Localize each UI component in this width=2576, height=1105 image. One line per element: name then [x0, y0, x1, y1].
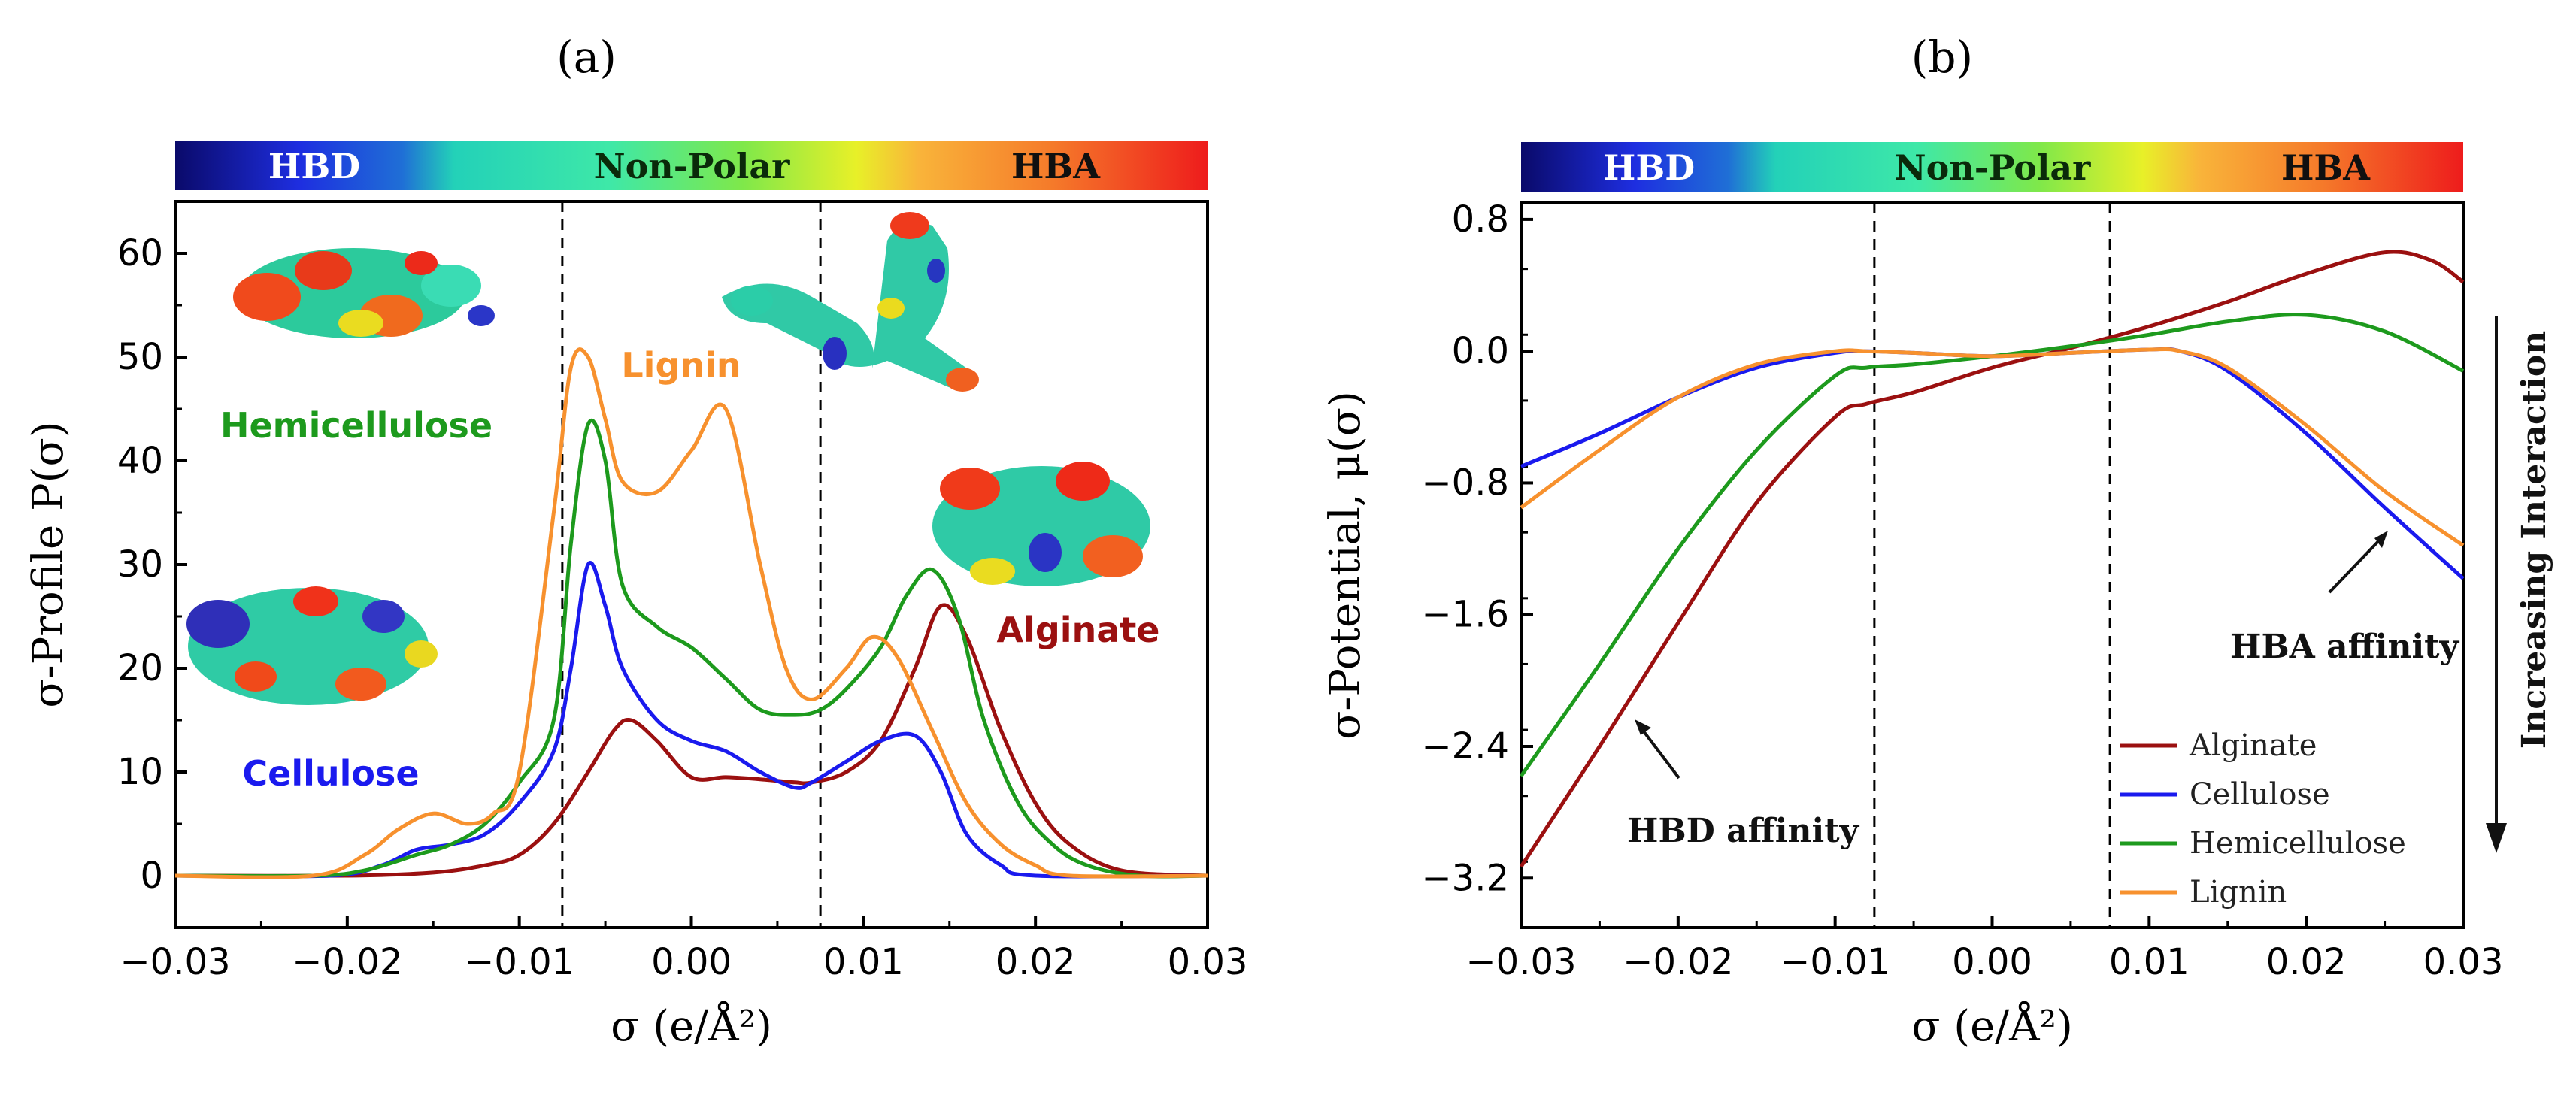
panel-b-colorbar-hba: HBA: [2281, 147, 2371, 188]
y-tick-label: 0.8: [1452, 198, 1509, 241]
y-tick-label: 10: [117, 751, 163, 793]
legend-label-alginate: Alginate: [2189, 728, 2317, 763]
lignin-label: Lignin: [621, 345, 741, 386]
y-tick-label: 50: [117, 336, 163, 378]
x-tick-label: −0.03: [120, 941, 230, 983]
panel-a-colorbar-hbd: HBD: [268, 146, 360, 186]
alginate-molecule-image: [932, 462, 1150, 586]
hba-affinity-arrow: [2328, 536, 2384, 594]
y-axis-title: σ-Profile P(σ): [24, 421, 73, 707]
panel-a: (a) HBD Non-Polar HBA −0.03 −0.02 −0.01 0.0…: [24, 32, 1247, 1051]
x-tick-label: 0.01: [823, 941, 904, 983]
x-tick-label: 0.03: [1168, 941, 1248, 983]
panel-b: (b) HBD Non-Polar HBA −0.03 −0.02 −0.01 0.0…: [1321, 32, 2553, 1051]
cellulose-molecule-image: [186, 586, 438, 705]
panel-a-letter: (a): [556, 32, 617, 83]
panel-b-legend: Alginate Cellulose Hemicellulose Lignin: [2120, 728, 2406, 910]
legend-label-lignin: Lignin: [2190, 875, 2287, 910]
series-line-alginate: [174, 603, 1208, 878]
x-tick-label: 0.00: [651, 941, 732, 983]
hbd-affinity-arrowhead: [1635, 719, 1651, 735]
series-line-hemicellulose: [1519, 313, 2465, 777]
x-tick-label: −0.03: [1465, 941, 1576, 983]
x-axis-title: σ (e/Å²): [611, 1001, 772, 1051]
y-tick-label: −2.4: [1421, 725, 1509, 767]
series-line-hemicellulose: [174, 418, 1208, 879]
x-tick-label: 0.01: [2109, 941, 2190, 983]
y-tick-label: −0.8: [1421, 462, 1509, 504]
y-tick-label: 0.0: [1452, 330, 1509, 372]
y-tick-label: 0: [140, 855, 163, 897]
series-line-cellulose: [1520, 347, 2465, 580]
panel-b-colorbar: [1521, 142, 2463, 192]
x-tick-label: 0.02: [2266, 941, 2347, 983]
hemicellulose-molecule-image: [233, 248, 495, 338]
hba-affinity-arrowhead: [2374, 531, 2388, 548]
y-tick-label: 20: [117, 647, 163, 689]
x-tick-label: −0.01: [464, 941, 574, 983]
x-tick-label: 0.03: [2423, 941, 2504, 983]
x-tick-label: −0.01: [1780, 941, 1890, 983]
series-line-alginate: [1519, 250, 2465, 868]
legend-label-hemicellulose: Hemicellulose: [2190, 826, 2406, 861]
x-tick-label: −0.02: [292, 941, 402, 983]
lignin-molecule-image: [722, 212, 979, 392]
y-tick-label: 40: [117, 440, 163, 482]
series-line-lignin: [1520, 347, 2465, 547]
x-axis-title: σ (e/Å²): [1911, 1001, 2073, 1051]
hba-affinity-label: HBA affinity: [2230, 628, 2460, 666]
y-tick-label: −3.2: [1421, 857, 1509, 899]
x-tick-label: 0.02: [996, 941, 1076, 983]
increasing-interaction-label: Increasing Interaction: [2515, 331, 2553, 749]
hemicellulose-label: Hemicellulose: [220, 405, 492, 446]
cellulose-label: Cellulose: [242, 753, 419, 794]
hbd-affinity-arrow: [1638, 724, 1680, 780]
panel-a-axes: −0.03 −0.02 −0.01 0.00 0.01 0.02 0.03 0 10 20 30 40…: [24, 200, 1248, 1051]
y-tick-label: 30: [117, 543, 163, 586]
panel-b-colorbar-nonpolar: Non-Polar: [1895, 147, 2092, 188]
alginate-label: Alginate: [996, 610, 1159, 650]
x-tick-label: 0.00: [1952, 941, 2032, 983]
panel-a-colorbar-nonpolar: Non-Polar: [594, 146, 791, 186]
y-axis-title: σ-Potential, μ(σ): [1321, 391, 1370, 740]
series-line-lignin: [174, 347, 1208, 879]
panel-a-colorbar-hba: HBA: [1011, 146, 1101, 186]
x-tick-label: −0.02: [1623, 941, 1733, 983]
increasing-interaction-arrowhead: [2486, 823, 2507, 853]
panel-b-colorbar-hbd: HBD: [1603, 147, 1695, 188]
hbd-affinity-label: HBD affinity: [1627, 812, 1860, 850]
y-tick-label: 60: [117, 232, 163, 274]
panel-b-letter: (b): [1911, 32, 1973, 83]
y-tick-label: −1.6: [1421, 594, 1509, 636]
legend-label-cellulose: Cellulose: [2190, 777, 2330, 812]
panel-a-colorbar: [175, 141, 1208, 190]
panel-b-axes: −0.03 −0.02 −0.01 0.00 0.01 0.02 0.03 0.8 0.0 −0.…: [1321, 198, 2503, 1051]
